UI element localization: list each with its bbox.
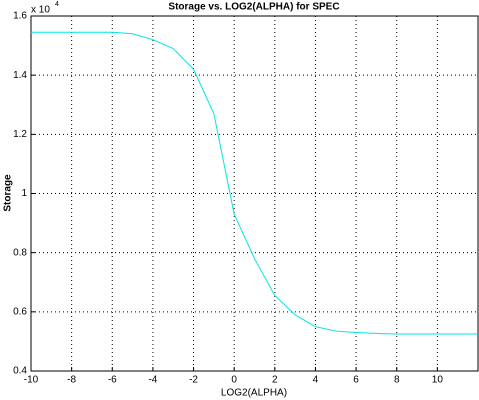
x-axis-label: LOG2(ALPHA) [221, 388, 287, 399]
x-tick-label: 6 [353, 375, 359, 386]
x-tick-label: 8 [394, 375, 400, 386]
x-tick-label: 0 [231, 375, 237, 386]
x-tick-label: -2 [189, 375, 198, 386]
data-line [31, 31, 478, 335]
y-multiplier-exponent: 4 [55, 1, 59, 8]
x-tick-label: 10 [432, 375, 444, 386]
y-axis-label: Storage [3, 174, 14, 212]
y-multiplier: x 10 [31, 5, 50, 16]
y-tick-label: 1.4 [13, 70, 27, 81]
y-tick-label: 0.6 [13, 306, 27, 317]
plot-frame [30, 15, 479, 372]
x-tick-label: -6 [108, 375, 117, 386]
chart-title: Storage vs. LOG2(ALPHA) for SPEC [168, 2, 339, 13]
y-tick-label: 0.8 [13, 247, 27, 258]
y-tick-label: 1.2 [13, 129, 27, 140]
y-tick-label: 1.6 [13, 11, 27, 22]
x-tick-label: -10 [24, 375, 39, 386]
y-tick-label: 1 [21, 188, 27, 199]
x-tick-label: -4 [148, 375, 157, 386]
y-tick-label: 0.4 [13, 366, 27, 377]
x-tick-label: -8 [67, 375, 76, 386]
x-tick-label: 4 [313, 375, 319, 386]
x-tick-label: 2 [272, 375, 278, 386]
